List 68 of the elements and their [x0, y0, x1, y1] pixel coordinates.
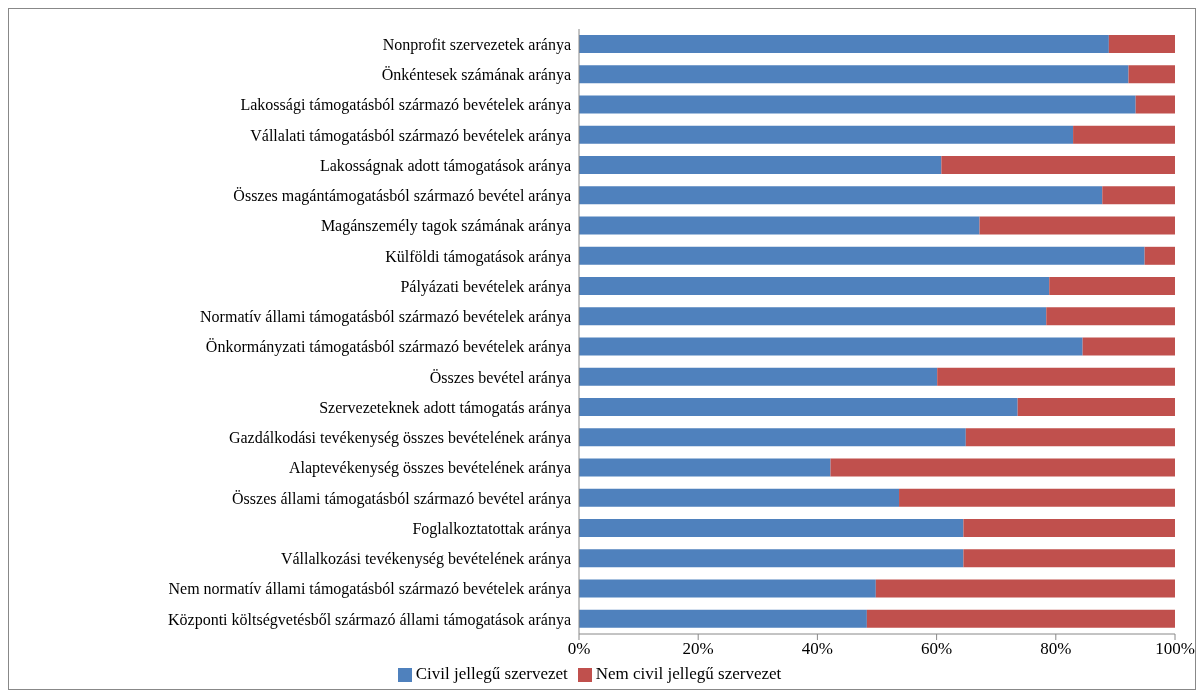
y-tick-label: Önkéntesek számának aránya	[381, 66, 571, 85]
bar	[937, 367, 1175, 386]
bar	[579, 95, 1136, 114]
bar	[579, 307, 1047, 326]
y-tick-label: Pályázati bevételek aránya	[400, 277, 571, 296]
y-tick-label: Lakosságnak adott támogatások aránya	[319, 156, 571, 175]
bar	[979, 216, 1175, 235]
bar	[579, 609, 867, 628]
y-tick-label: Külföldi támogatások aránya	[385, 247, 571, 266]
bar	[941, 156, 1175, 175]
bar	[1102, 186, 1175, 205]
bar	[1073, 125, 1175, 144]
bar	[1046, 307, 1175, 326]
bar	[963, 549, 1175, 568]
bar	[579, 398, 1018, 417]
legend-label: Civil jellegű szervezet	[415, 664, 568, 683]
y-tick-label: Nem normatív állami támogatásból származó bevételek aránya	[168, 580, 571, 599]
y-tick-label: Normatív állami támogatásból származó bevételek aránya	[200, 308, 571, 327]
y-tick-label: Vállalkozási tevékenység bevételének aránya	[280, 550, 571, 569]
x-tick-label: 100%	[1155, 639, 1195, 659]
bar	[579, 246, 1145, 265]
bar	[579, 367, 938, 386]
x-tick-label: 80%	[1040, 639, 1072, 659]
bar	[579, 125, 1074, 144]
bar	[579, 277, 1050, 296]
bar	[1144, 246, 1175, 265]
y-tick-label: Összes magántámogatásból származó bevétel aránya	[233, 187, 571, 206]
y-tick-label: Foglalkoztatottak aránya	[412, 519, 571, 538]
bar	[899, 488, 1175, 507]
y-tick-label: Szervezeteknek adott támogatás aránya	[319, 398, 571, 417]
y-tick-label: Önkormányzati támogatásból származó bevételek aránya	[205, 338, 571, 357]
x-tick-label: 20%	[682, 639, 714, 659]
bar	[579, 428, 966, 447]
bar	[579, 458, 831, 477]
x-tick-label: 0%	[567, 639, 591, 659]
y-tick-label: Központi költségvetésből származó állami támogatások aránya	[168, 610, 571, 629]
bar	[866, 609, 1175, 628]
y-tick-label: Vállalati támogatásból származó bevételek aránya	[250, 126, 571, 145]
bar	[1049, 277, 1175, 296]
y-tick-label: Lakossági támogatásból származó bevételek aránya	[240, 96, 571, 115]
y-tick-label: Alaptevékenység összes bevételének aránya	[288, 459, 571, 478]
bar	[579, 579, 876, 598]
y-tick-label: Nonprofit szervezetek aránya	[382, 35, 571, 54]
x-tick-label: 60%	[921, 639, 953, 659]
bar	[579, 186, 1103, 205]
bar	[579, 337, 1083, 356]
bar	[579, 35, 1109, 54]
y-tick-label: Összes bevétel aránya	[429, 368, 571, 387]
bar	[579, 216, 980, 235]
bar	[1017, 398, 1175, 417]
bar	[579, 519, 964, 538]
legend-label: Nem civil jellegű szervezet	[595, 664, 782, 683]
bar	[1108, 35, 1175, 54]
y-tick-label: Összes állami támogatásból származó bevétel aránya	[232, 489, 571, 508]
bar	[965, 428, 1175, 447]
bar	[963, 519, 1175, 538]
bar	[579, 549, 964, 568]
bar	[830, 458, 1175, 477]
x-tick-label: 40%	[801, 639, 833, 659]
bar	[1082, 337, 1175, 356]
y-tick-label: Magánszemély tagok számának aránya	[320, 217, 571, 236]
bar	[1128, 65, 1175, 84]
bar	[579, 156, 942, 175]
bar	[579, 65, 1129, 84]
bar	[1135, 95, 1175, 114]
bar	[579, 488, 900, 507]
y-tick-label: Gazdálkodási tevékenység összes bevételének aránya	[228, 429, 571, 448]
bar	[875, 579, 1175, 598]
